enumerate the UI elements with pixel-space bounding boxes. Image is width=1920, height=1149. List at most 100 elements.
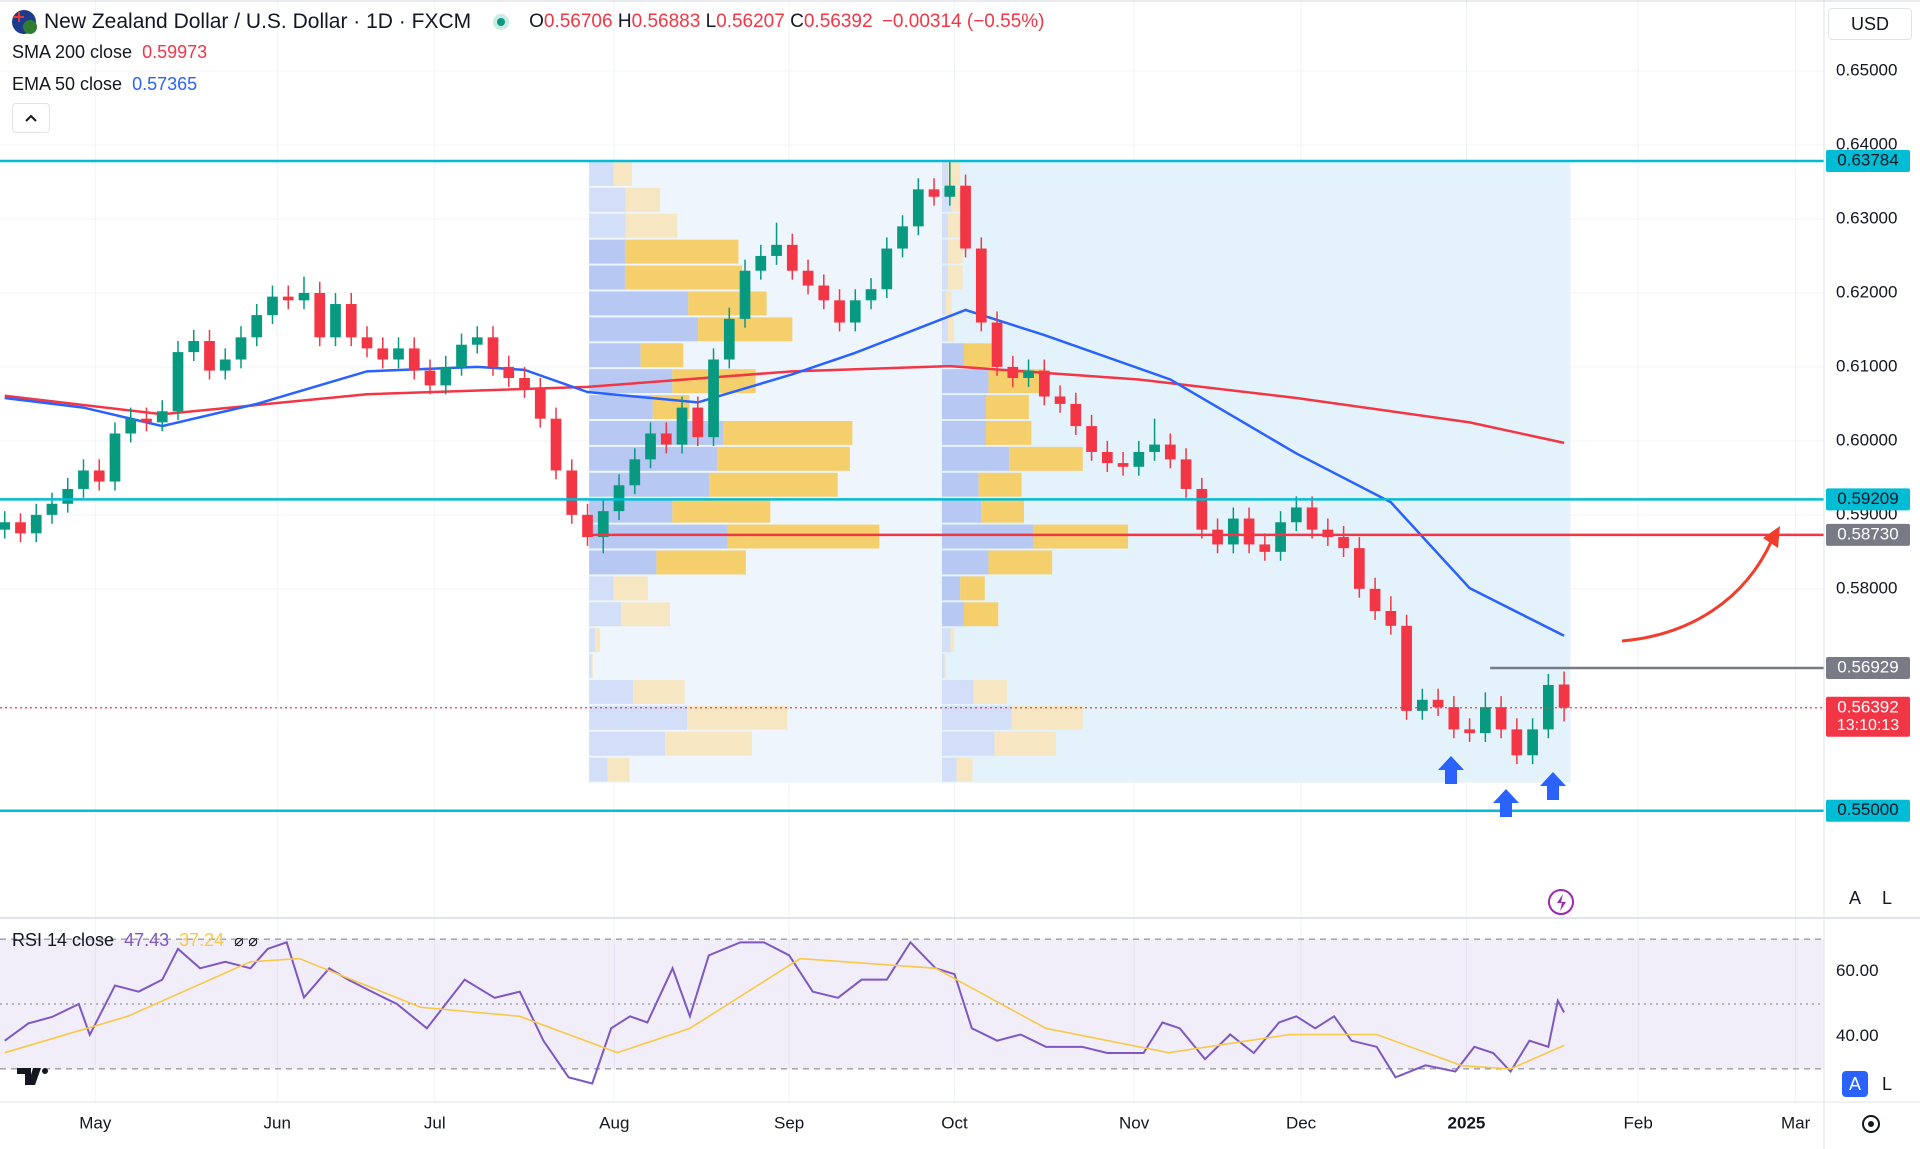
y-tick-label: 0.64000	[1836, 134, 1897, 153]
forecast-arrow-head	[1763, 526, 1780, 548]
x-tick-label: Nov	[1119, 1113, 1150, 1132]
candle-body	[267, 296, 278, 316]
button-label: A	[1848, 887, 1861, 908]
level-label-bg	[1826, 696, 1910, 737]
candle-body	[1101, 451, 1113, 464]
candle-body	[1117, 463, 1129, 467]
alert-bolt	[1557, 894, 1566, 911]
candle-body	[424, 370, 436, 386]
candle-body	[912, 189, 924, 227]
rsi-tick-label: 40.00	[1836, 1026, 1879, 1045]
settings-icon[interactable]	[1862, 1115, 1880, 1133]
profile-down-volume	[665, 731, 752, 756]
log-button[interactable]: L	[1874, 885, 1900, 911]
rsi-pane	[0, 938, 1824, 1085]
profile-down-volume	[986, 395, 1029, 419]
candle-body	[1464, 729, 1475, 734]
legend-name: RSI 14 close	[12, 930, 115, 950]
ema-legend: EMA 50 close 0.57365	[12, 74, 197, 95]
candle-body	[393, 348, 404, 360]
profile-up-volume	[941, 705, 1012, 730]
candle-body	[314, 292, 326, 338]
candle-body	[109, 433, 121, 482]
profile-down-volume	[625, 187, 661, 212]
profile-down-volume	[633, 680, 685, 704]
level-label-bg	[1826, 799, 1910, 822]
indicator-line	[4, 364, 1565, 445]
x-tick-label: Oct	[941, 1113, 968, 1132]
level-label: 0.55000	[1837, 800, 1898, 819]
x-tick-label: May	[79, 1113, 112, 1132]
candle-body	[975, 248, 987, 323]
profile-up-volume	[589, 187, 626, 212]
currency: USD	[1850, 13, 1889, 34]
candle-body	[1180, 459, 1192, 489]
candle-body	[1558, 684, 1570, 708]
profile-up-volume	[941, 265, 949, 290]
candle-body	[660, 433, 672, 445]
candle-body	[1086, 426, 1097, 452]
candle-body	[1401, 625, 1412, 711]
candle-body	[125, 418, 137, 434]
currency-button[interactable]: USD	[1828, 8, 1912, 40]
profile-up-volume	[589, 550, 657, 575]
profile-down-volume	[963, 343, 995, 368]
profile-up-volume	[941, 187, 952, 212]
alert-icon[interactable]	[1548, 889, 1574, 915]
log-button[interactable]: L	[1874, 1071, 1900, 1097]
candle-body	[15, 522, 26, 534]
symbol-title: New Zealand Dollar / U.S. Dollar · 1D · …	[44, 10, 472, 33]
candle-body	[629, 459, 641, 486]
candle-body	[1243, 518, 1255, 545]
price-scale-bg	[1824, 0, 1920, 1149]
profile-down-volume	[981, 498, 1024, 523]
candle-body	[534, 389, 546, 419]
candle-body	[723, 318, 735, 360]
ohlc-value: 0.56392	[803, 11, 873, 32]
collapse-button[interactable]	[12, 103, 50, 133]
candle-body	[1511, 729, 1523, 756]
candle-body	[849, 300, 861, 323]
candle-body	[1196, 488, 1208, 530]
candle-body	[204, 341, 215, 371]
profile-down-volume	[950, 628, 955, 653]
candle-body	[1353, 548, 1365, 589]
x-tick-label: Mar	[1781, 1113, 1811, 1132]
candle-body	[30, 514, 42, 534]
candle-body	[582, 514, 593, 538]
auto-button[interactable]: A	[1842, 1071, 1868, 1097]
profile-down-volume	[1009, 446, 1083, 471]
profile-down-volume	[688, 291, 767, 316]
profile-up-volume	[589, 680, 634, 704]
candle-body	[771, 244, 782, 256]
candle-body	[550, 418, 562, 471]
candle-body	[1054, 396, 1066, 404]
profile-up-volume	[941, 472, 979, 497]
profile-up-volume	[941, 731, 995, 756]
button-label: L	[1881, 1073, 1892, 1094]
profile-down-volume	[591, 654, 593, 679]
legend-name: SMA 200 close	[12, 42, 133, 62]
level-label: 0.63784	[1837, 150, 1898, 169]
profile-down-volume	[973, 680, 1007, 704]
rsi-legend: RSI 14 close 47.43 37.24 ⌀ ⌀	[12, 930, 258, 951]
candle-body	[1322, 529, 1334, 538]
candle-body	[377, 348, 389, 360]
candle-body	[251, 315, 263, 338]
profile-down-volume	[723, 420, 853, 445]
profile-up-volume	[589, 420, 724, 445]
candle-body	[172, 352, 184, 412]
auto-button[interactable]: A	[1842, 885, 1868, 911]
candle-body	[1212, 529, 1223, 545]
ohlc-value: 0.56207	[716, 11, 785, 32]
settings-icon-center	[1868, 1121, 1874, 1127]
profile-down-volume	[1033, 524, 1129, 549]
profile-up-volume	[941, 576, 961, 601]
candle-body	[282, 296, 294, 301]
candle-body	[188, 341, 200, 353]
candle-body	[1416, 699, 1428, 711]
indicator-line	[4, 308, 1565, 637]
candle-body	[1495, 707, 1507, 730]
